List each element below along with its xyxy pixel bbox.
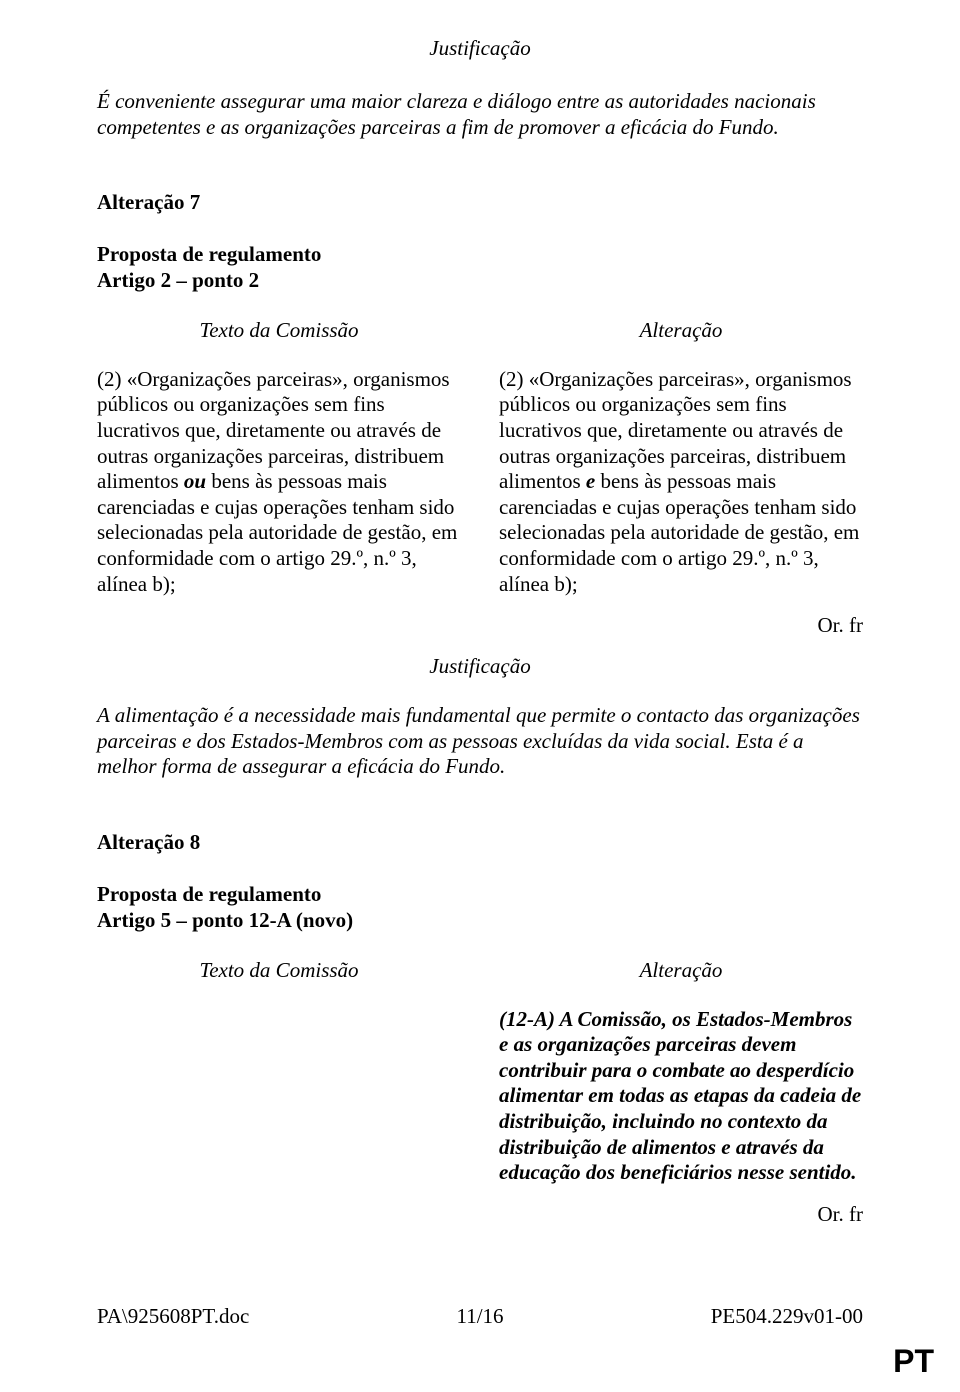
amendment-8-right-col: Alteração (12-A) A Comissão, os Estados‑… [499,958,863,1186]
justification-heading-2: Justificação [97,654,863,679]
footer-right: PE504.229v01-00 [711,1304,863,1329]
amendment-8-number: Alteração 8 [97,830,863,855]
amendment-8-columns: Texto da Comissão Alteração (12-A) A Com… [97,958,863,1186]
amendment-7-right-body: (2) «Organizações parceiras», organismos… [499,367,863,597]
left-column-heading: Texto da Comissão [97,318,461,343]
justification-heading-1: Justificação [97,36,863,61]
or-fr-2: Or. fr [97,1202,863,1227]
amendment-7-number: Alteração 7 [97,190,863,215]
justification-body-2: A alimentação é a necessidade mais funda… [97,703,863,780]
footer-left: PA\925608PT.doc [97,1304,249,1329]
right-column-heading: Alteração [499,318,863,343]
amendment-7-right-col: Alteração (2) «Organizações parceiras», … [499,318,863,597]
page: Justificação É conveniente assegurar uma… [0,0,960,1392]
amendment-8-title-line1: Proposta de regulamento [97,882,321,906]
amendment-8-title: Proposta de regulamento Artigo 5 – ponto… [97,881,863,934]
footer-center: 11/16 [456,1304,503,1329]
amendment-7-title-line1: Proposta de regulamento [97,242,321,266]
a7-left-emph: ou [184,469,206,493]
a7-right-emph: e [586,469,595,493]
amendment-7-columns: Texto da Comissão (2) «Organizações parc… [97,318,863,597]
pt-label: PT [893,1343,934,1380]
amendment-8-left-col: Texto da Comissão [97,958,461,1186]
amendment-7-title: Proposta de regulamento Artigo 2 – ponto… [97,241,863,294]
amendment-7-title-line2: Artigo 2 – ponto 2 [97,268,259,292]
amendment-7-left-col: Texto da Comissão (2) «Organizações parc… [97,318,461,597]
left-column-heading-2: Texto da Comissão [97,958,461,983]
page-footer: PA\925608PT.doc 11/16 PE504.229v01-00 [97,1304,863,1329]
amendment-7-left-body: (2) «Organizações parceiras», organismos… [97,367,461,597]
or-fr-1: Or. fr [97,613,863,638]
amendment-8-right-body: (12-A) A Comissão, os Estados‑Membros e … [499,1007,863,1186]
justification-body-1: É conveniente assegurar uma maior clarez… [97,89,863,140]
right-column-heading-2: Alteração [499,958,863,983]
amendment-8-title-line2: Artigo 5 – ponto 12-A (novo) [97,908,353,932]
